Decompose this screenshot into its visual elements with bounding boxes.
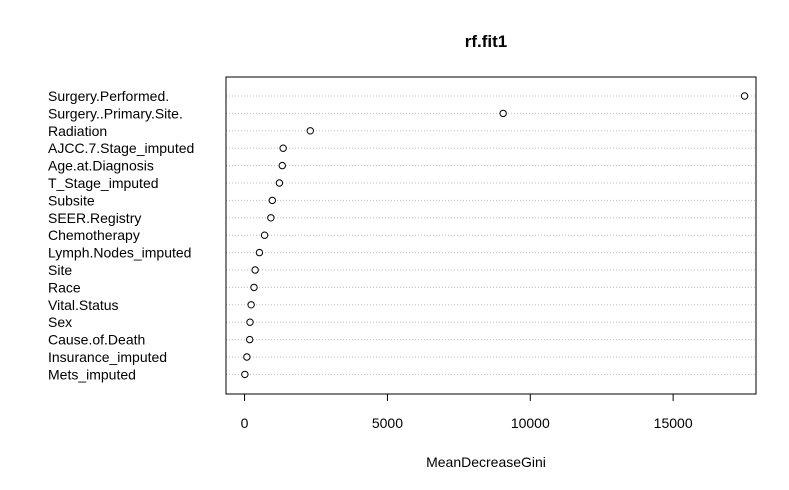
grid-lines xyxy=(226,95,756,375)
category-label: Surgery..Primary.Site. xyxy=(48,105,183,121)
x-axis: 0 5000 10000 15000 xyxy=(241,393,693,431)
x-axis-label: MeanDecreaseGini xyxy=(426,454,546,470)
category-label: Radiation xyxy=(48,123,107,139)
category-label: Sex xyxy=(48,314,72,330)
data-point xyxy=(740,92,749,100)
category-label: T_Stage_imputed xyxy=(48,175,159,191)
category-label: Lymph.Nodes_imputed xyxy=(48,245,191,261)
data-point xyxy=(260,231,269,239)
category-label: Subsite xyxy=(48,192,95,208)
data-point xyxy=(499,109,507,118)
x-tick-label: 10000 xyxy=(511,415,550,431)
category-label: Vital.Status xyxy=(48,297,119,313)
category-label: Race xyxy=(48,279,81,295)
data-point xyxy=(247,301,255,309)
x-tick-label: 5000 xyxy=(372,415,403,431)
category-labels: Surgery.Performed.Surgery..Primary.Site.… xyxy=(48,88,194,382)
data-point xyxy=(255,248,264,257)
data-point xyxy=(251,266,259,274)
data-point xyxy=(268,196,276,205)
data-point xyxy=(241,370,249,379)
data-point xyxy=(275,179,284,187)
category-label: Surgery.Performed. xyxy=(48,88,169,104)
chart-title: rf.fit1 xyxy=(465,32,508,51)
data-point xyxy=(246,318,254,326)
category-label: Cause.of.Death xyxy=(48,332,145,348)
category-label: Insurance_imputed xyxy=(48,349,167,365)
category-label: Age.at.Diagnosis xyxy=(48,158,154,174)
category-label: AJCC.7.Stage_imputed xyxy=(48,140,194,156)
data-point xyxy=(246,335,254,344)
category-label: Site xyxy=(48,262,72,278)
x-tick-label: 0 xyxy=(241,415,249,431)
category-label: Chemotherapy xyxy=(48,227,140,243)
data-point xyxy=(306,127,314,135)
category-label: SEER.Registry xyxy=(48,210,141,226)
data-point xyxy=(267,214,275,222)
data-point xyxy=(250,283,258,292)
category-label: Mets_imputed xyxy=(48,366,136,382)
data-point xyxy=(243,353,251,361)
data-points xyxy=(241,92,749,379)
data-point xyxy=(278,161,286,170)
data-point xyxy=(279,144,287,152)
x-tick-label: 15000 xyxy=(654,415,693,431)
